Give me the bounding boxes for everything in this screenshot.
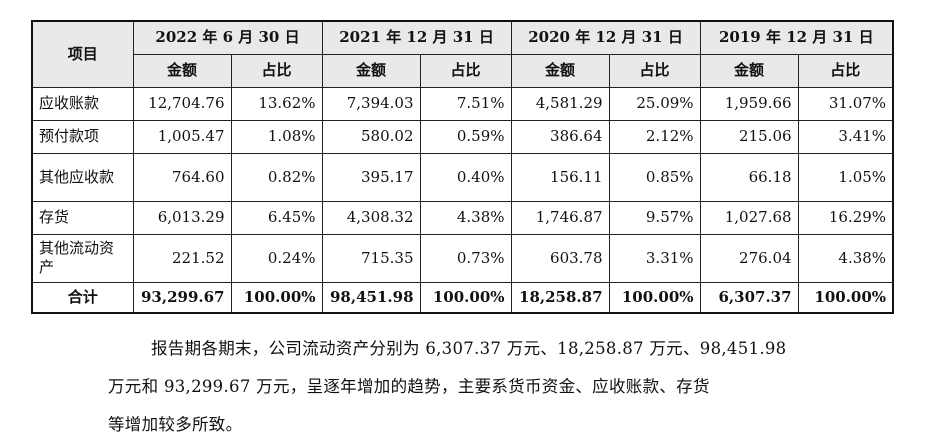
- cell: 3.31%: [608, 233, 701, 283]
- row-label: 存货: [31, 200, 134, 235]
- header-row-periods: 项目 2022 年 6 月 30 日 2021 年 12 月 31 日 2020…: [31, 20, 894, 88]
- cell: 0.24%: [230, 233, 323, 283]
- cell: 4,308.32: [321, 200, 421, 235]
- period-header: 2020 年 12 月 31 日: [510, 20, 701, 55]
- ratio-header: 占比: [608, 53, 701, 88]
- cell: 603.78: [510, 233, 610, 283]
- cell: 31.07%: [797, 86, 894, 121]
- paragraph-line: 等增加较多所致。: [108, 415, 243, 434]
- item-header: 项目: [31, 20, 134, 88]
- ratio-header: 占比: [797, 53, 894, 88]
- cell: 715.35: [321, 233, 421, 283]
- total-row: 合计 93,299.67 100.00% 98,451.98 100.00% 1…: [31, 281, 894, 314]
- cell: 16.29%: [797, 200, 894, 235]
- amount-header: 金额: [132, 53, 232, 88]
- amount-header: 金额: [321, 53, 421, 88]
- cell: 4,581.29: [510, 86, 610, 121]
- cell: 1,005.47: [132, 119, 232, 154]
- cell: 0.40%: [419, 152, 512, 202]
- cell: 3.41%: [797, 119, 894, 154]
- table-row: 预付款项 1,005.47 1.08% 580.02 0.59% 386.64 …: [31, 119, 894, 154]
- cell: 580.02: [321, 119, 421, 154]
- row-label: 应收账款: [31, 86, 134, 121]
- cell: 100.00%: [608, 281, 701, 314]
- row-label: 预付款项: [31, 119, 134, 154]
- cell: 0.85%: [608, 152, 701, 202]
- table-row: 其他流动资产 221.52 0.24% 715.35 0.73% 603.78 …: [31, 233, 894, 283]
- paragraph-line: 报告期各期末，公司流动资产分别为 6,307.37 万元、18,258.87 万…: [151, 339, 787, 358]
- cell: 66.18: [699, 152, 799, 202]
- cell: 6,307.37: [699, 281, 799, 314]
- cell: 4.38%: [797, 233, 894, 283]
- paragraph-line: 万元和 93,299.67 万元，呈逐年增加的趋势，主要系货币资金、应收账款、存…: [108, 377, 710, 396]
- total-label: 合计: [31, 281, 134, 314]
- cell: 0.59%: [419, 119, 512, 154]
- current-assets-table: 项目 2022 年 6 月 30 日 2021 年 12 月 31 日 2020…: [31, 20, 895, 314]
- cell: 2.12%: [608, 119, 701, 154]
- amount-header: 金额: [699, 53, 799, 88]
- cell: 4.38%: [419, 200, 512, 235]
- cell: 100.00%: [797, 281, 894, 314]
- cell: 764.60: [132, 152, 232, 202]
- period-header: 2022 年 6 月 30 日: [132, 20, 323, 55]
- cell: 93,299.67: [132, 281, 232, 314]
- cell: 25.09%: [608, 86, 701, 121]
- cell: 100.00%: [419, 281, 512, 314]
- cell: 215.06: [699, 119, 799, 154]
- cell: 1,746.87: [510, 200, 610, 235]
- amount-header: 金额: [510, 53, 610, 88]
- cell: 1.08%: [230, 119, 323, 154]
- ratio-header: 占比: [230, 53, 323, 88]
- cell: 156.11: [510, 152, 610, 202]
- table-row: 应收账款 12,704.76 13.62% 7,394.03 7.51% 4,5…: [31, 86, 894, 121]
- row-label: 其他应收款: [31, 152, 134, 202]
- table-row: 存货 6,013.29 6.45% 4,308.32 4.38% 1,746.8…: [31, 200, 894, 235]
- cell: 276.04: [699, 233, 799, 283]
- cell: 7,394.03: [321, 86, 421, 121]
- cell: 221.52: [132, 233, 232, 283]
- cell: 6.45%: [230, 200, 323, 235]
- header-row-columns: 金额 占比 金额 占比 金额 占比 金额 占比: [32, 53, 894, 88]
- cell: 7.51%: [419, 86, 512, 121]
- cell: 1,959.66: [699, 86, 799, 121]
- cell: 98,451.98: [321, 281, 421, 314]
- ratio-header: 占比: [419, 53, 512, 88]
- table-row: 其他应收款 764.60 0.82% 395.17 0.40% 156.11 0…: [31, 152, 894, 202]
- cell: 13.62%: [230, 86, 323, 121]
- cell: 100.00%: [230, 281, 323, 314]
- cell: 9.57%: [608, 200, 701, 235]
- period-header: 2019 年 12 月 31 日: [699, 20, 894, 55]
- cell: 0.73%: [419, 233, 512, 283]
- cell: 395.17: [321, 152, 421, 202]
- cell: 0.82%: [230, 152, 323, 202]
- cell: 12,704.76: [132, 86, 232, 121]
- row-label: 其他流动资产: [31, 233, 134, 283]
- cell: 6,013.29: [132, 200, 232, 235]
- period-header: 2021 年 12 月 31 日: [321, 20, 512, 55]
- cell: 386.64: [510, 119, 610, 154]
- cell: 1,027.68: [699, 200, 799, 235]
- cell: 1.05%: [797, 152, 894, 202]
- cell: 18,258.87: [510, 281, 610, 314]
